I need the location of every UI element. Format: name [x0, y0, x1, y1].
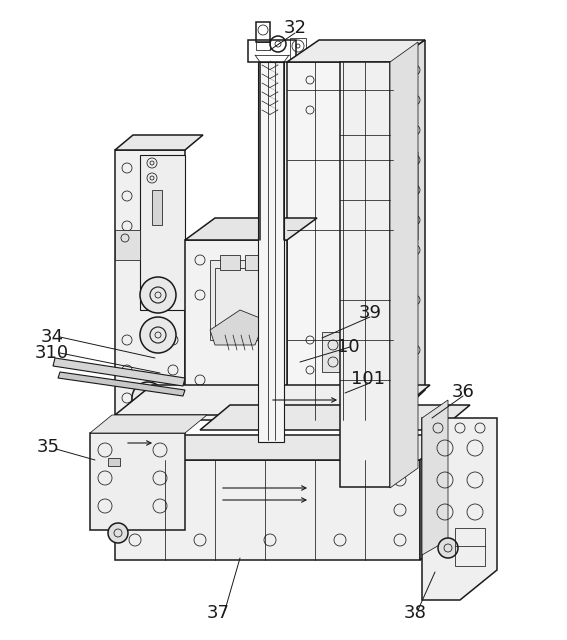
- Bar: [256, 42, 270, 50]
- Bar: [322, 332, 344, 372]
- Bar: [210, 260, 270, 340]
- Bar: [115, 230, 140, 260]
- Text: 10: 10: [337, 338, 359, 356]
- Bar: [256, 22, 270, 42]
- Bar: [245, 255, 265, 270]
- Bar: [400, 185, 408, 215]
- Polygon shape: [90, 415, 207, 433]
- Circle shape: [108, 523, 128, 543]
- Bar: [290, 38, 306, 62]
- Polygon shape: [185, 240, 287, 420]
- Polygon shape: [287, 40, 425, 62]
- Text: 101: 101: [351, 370, 385, 388]
- Text: 39: 39: [358, 304, 382, 322]
- Polygon shape: [403, 152, 418, 248]
- Circle shape: [140, 277, 176, 313]
- Text: 35: 35: [36, 438, 60, 456]
- Bar: [258, 62, 284, 442]
- Polygon shape: [210, 310, 265, 345]
- Polygon shape: [90, 433, 185, 530]
- Polygon shape: [422, 400, 448, 555]
- Text: 310: 310: [35, 344, 69, 362]
- Text: 32: 32: [284, 19, 307, 37]
- Circle shape: [132, 382, 164, 414]
- Polygon shape: [393, 40, 425, 420]
- Polygon shape: [287, 62, 393, 420]
- Polygon shape: [115, 460, 420, 560]
- Polygon shape: [115, 435, 453, 460]
- Circle shape: [438, 538, 458, 558]
- Polygon shape: [115, 150, 185, 420]
- Polygon shape: [390, 42, 418, 488]
- Circle shape: [140, 317, 176, 353]
- Bar: [108, 458, 120, 466]
- Bar: [220, 255, 240, 270]
- Text: 38: 38: [404, 604, 426, 622]
- Text: 36: 36: [451, 383, 475, 401]
- Bar: [215, 268, 265, 333]
- Text: 34: 34: [40, 328, 64, 346]
- Polygon shape: [53, 358, 185, 386]
- Bar: [248, 40, 296, 62]
- Polygon shape: [140, 155, 185, 310]
- Bar: [455, 528, 485, 566]
- Polygon shape: [58, 372, 185, 396]
- Bar: [152, 190, 162, 225]
- Polygon shape: [115, 135, 203, 150]
- Polygon shape: [115, 385, 430, 415]
- Polygon shape: [200, 405, 470, 430]
- Polygon shape: [185, 218, 317, 240]
- Polygon shape: [420, 435, 453, 560]
- Bar: [340, 62, 390, 487]
- Text: 37: 37: [206, 604, 230, 622]
- Polygon shape: [422, 418, 497, 600]
